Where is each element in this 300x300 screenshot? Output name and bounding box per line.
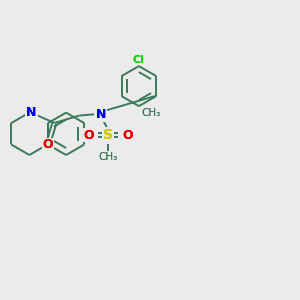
Text: O: O [122,129,133,142]
Text: CH₃: CH₃ [142,108,161,118]
Text: Cl: Cl [133,55,145,64]
Text: O: O [42,139,53,152]
Text: S: S [103,128,113,142]
Text: O: O [83,129,94,142]
Text: O: O [42,139,53,152]
Text: Cl: Cl [133,55,145,64]
Text: CH₃: CH₃ [142,108,161,118]
Text: CH₃: CH₃ [98,152,118,162]
Text: N: N [26,106,37,119]
Text: CH₃: CH₃ [98,152,118,162]
Text: N: N [95,108,106,121]
Text: N: N [95,108,106,121]
Text: O: O [83,129,94,142]
Text: O: O [122,129,133,142]
Text: S: S [103,128,113,142]
Text: N: N [26,106,37,119]
